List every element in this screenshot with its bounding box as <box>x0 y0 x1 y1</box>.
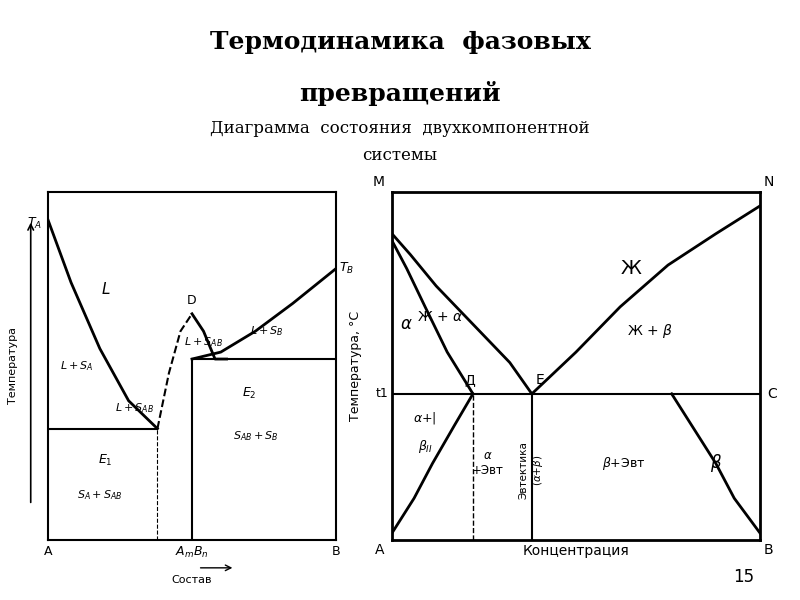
Text: Состав: Состав <box>172 575 212 585</box>
Text: $T_B$: $T_B$ <box>339 261 354 276</box>
Text: Ж + $\beta$: Ж + $\beta$ <box>626 322 673 340</box>
Text: 15: 15 <box>734 568 754 586</box>
Text: L: L <box>102 282 110 297</box>
Text: $T_A$: $T_A$ <box>27 216 42 231</box>
Text: Е: Е <box>535 373 544 387</box>
Text: $\beta$: $\beta$ <box>710 452 722 475</box>
Text: $L + S_{AB}$: $L + S_{AB}$ <box>115 401 154 415</box>
Text: Термодинамика  фазовых: Термодинамика фазовых <box>210 30 590 54</box>
Text: $\beta$+Эвт: $\beta$+Эвт <box>602 455 646 472</box>
Text: Ж: Ж <box>621 259 642 278</box>
X-axis label: Концентрация: Концентрация <box>522 544 630 558</box>
Text: $\alpha$
+Эвт: $\alpha$ +Эвт <box>472 449 504 478</box>
Text: Диаграмма  состояния  двухкомпонентной: Диаграмма состояния двухкомпонентной <box>210 120 590 137</box>
Text: превращений: превращений <box>299 81 501 106</box>
Text: $\beta_{II}$: $\beta_{II}$ <box>418 437 433 455</box>
Text: M: M <box>373 175 385 188</box>
Text: $L + S_A$: $L + S_A$ <box>60 359 94 373</box>
Text: D: D <box>187 294 197 307</box>
Text: Температура: Температура <box>9 328 18 404</box>
Text: $E_2$: $E_2$ <box>242 386 257 401</box>
Text: системы: системы <box>362 147 438 164</box>
Text: Ж + $\alpha$: Ж + $\alpha$ <box>417 310 463 324</box>
Text: C: C <box>767 387 777 401</box>
Text: $S_{AB} + S_B$: $S_{AB} + S_B$ <box>233 428 278 443</box>
Text: N: N <box>764 175 774 188</box>
Text: $L + S_B$: $L + S_B$ <box>250 325 284 338</box>
Text: Эвтектика
($\alpha$+$\beta$): Эвтектика ($\alpha$+$\beta$) <box>519 442 545 499</box>
Text: $\alpha$: $\alpha$ <box>400 315 413 333</box>
Text: $\alpha$+|: $\alpha$+| <box>414 410 437 426</box>
Text: $L + S_{AB}$: $L + S_{AB}$ <box>184 335 223 349</box>
Text: Температура, °C: Температура, °C <box>349 311 362 421</box>
Text: Д: Д <box>464 373 474 387</box>
Text: A: A <box>375 544 385 557</box>
Text: $S_A + S_{AB}$: $S_A + S_{AB}$ <box>77 488 122 502</box>
Text: B: B <box>764 544 774 557</box>
Text: t1: t1 <box>375 388 388 400</box>
Text: $E_1$: $E_1$ <box>98 452 113 467</box>
